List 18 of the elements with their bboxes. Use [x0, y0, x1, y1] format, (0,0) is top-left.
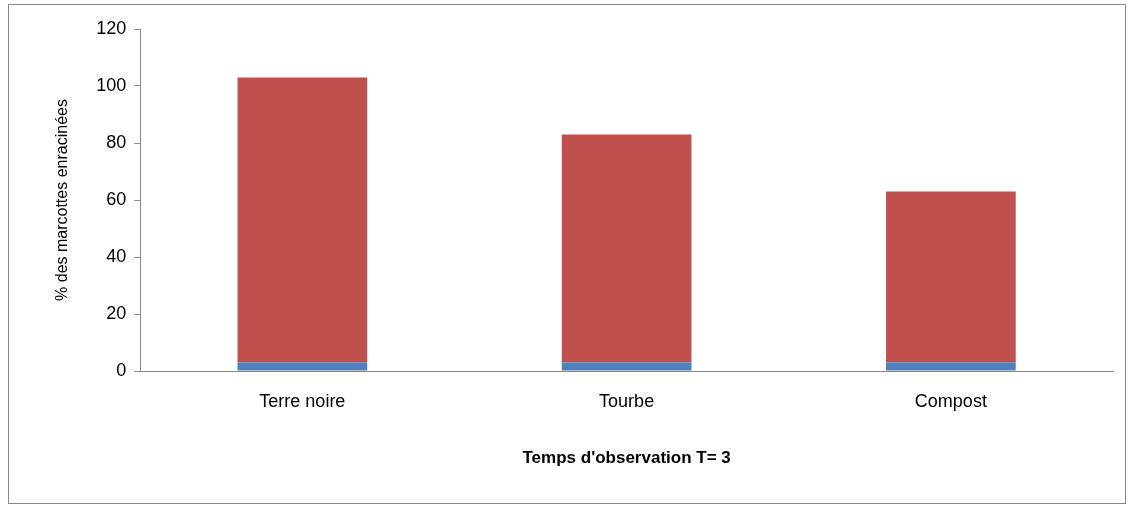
bar	[886, 362, 1016, 371]
y-tick-label: 120	[96, 17, 127, 38]
bar	[561, 134, 692, 363]
y-tick-label: 100	[96, 74, 127, 95]
y-tick-label: 60	[106, 188, 127, 209]
x-tick-label: Compost	[914, 390, 987, 411]
bar	[237, 362, 368, 371]
bar	[561, 362, 692, 371]
x-tick-label: Tourbe	[599, 390, 655, 411]
bar	[886, 191, 1016, 363]
y-tick-label: 20	[106, 302, 127, 323]
y-tick-label: 80	[106, 131, 127, 152]
y-tick-label: 40	[106, 245, 127, 266]
x-axis-title: Temps d'observation T= 3	[522, 448, 731, 468]
y-tick-label: 0	[116, 359, 127, 380]
y-axis-title: % des marcottes enracinées	[53, 99, 71, 301]
bar	[237, 77, 368, 363]
x-tick-label: Terre noire	[259, 390, 346, 411]
